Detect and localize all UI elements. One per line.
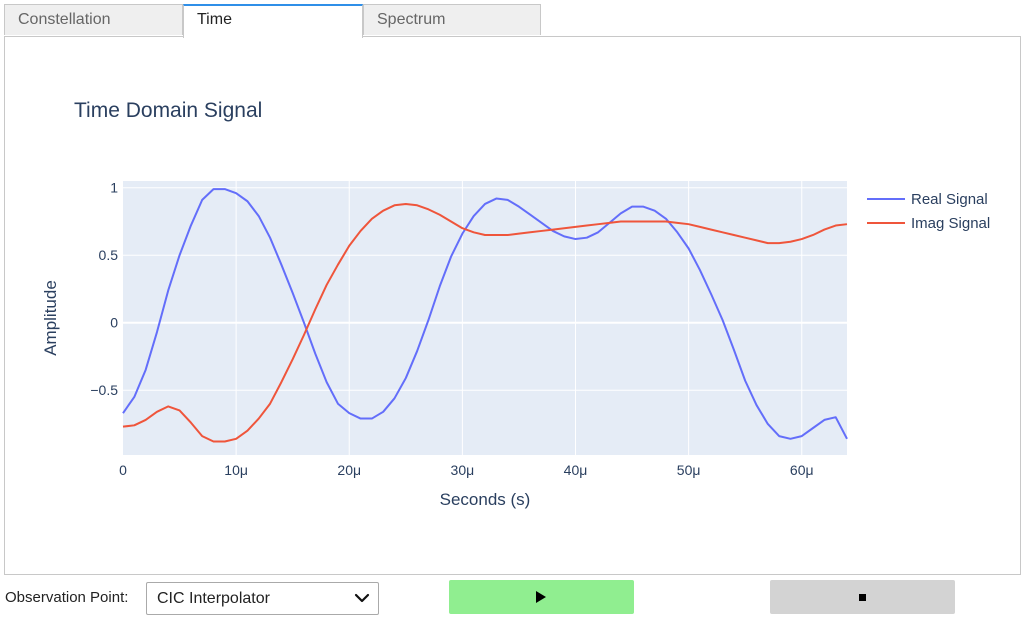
tab-constellation[interactable]: Constellation [4, 4, 183, 35]
observation-point-select[interactable]: CIC Interpolator [146, 582, 379, 615]
x-tick-label: 60μ [790, 462, 814, 478]
x-axis-title: Seconds (s) [440, 490, 531, 509]
x-tick-label: 20μ [337, 462, 361, 478]
y-axis-title: Amplitude [41, 280, 60, 356]
x-tick-label: 30μ [451, 462, 475, 478]
y-tick-label: 0 [110, 315, 118, 331]
legend-item[interactable]: Imag Signal [867, 215, 990, 232]
plot-panel: Time Domain Signal 0 10μ 20μ 30μ 40μ 50μ 60μ 1… [4, 36, 1021, 575]
legend: Real Signal Imag Signal [867, 191, 990, 232]
x-tick-labels: 0 10μ 20μ 30μ 40μ 50μ 60μ [119, 462, 813, 478]
y-tick-label: −0.5 [90, 382, 118, 398]
y-tick-label: 0.5 [99, 247, 119, 263]
time-domain-chart: Time Domain Signal 0 10μ 20μ 30μ 40μ 50μ 60μ 1… [41, 99, 990, 509]
x-tick-label: 10μ [224, 462, 248, 478]
imag-signal-line [122, 202, 848, 443]
stop-button[interactable] [770, 580, 955, 614]
tab-bar: Constellation Time Spectrum [4, 4, 1022, 38]
legend-item[interactable]: Real Signal [867, 191, 988, 208]
x-tick-label: 0 [119, 462, 127, 478]
control-bar: Observation Point: CIC Interpolator [0, 580, 1026, 616]
real-signal-line [122, 188, 848, 440]
legend-label: Imag Signal [911, 215, 990, 232]
y-tick-labels: 1 0.5 0 −0.5 [90, 180, 118, 398]
y-tick-label: 1 [110, 180, 118, 196]
play-button[interactable] [449, 580, 634, 614]
series-layer [122, 188, 848, 443]
observation-point-label: Observation Point: [5, 589, 129, 606]
legend-label: Real Signal [911, 191, 988, 208]
plot-area [123, 181, 847, 455]
play-icon [536, 591, 546, 603]
x-tick-label: 50μ [677, 462, 701, 478]
tab-time[interactable]: Time [183, 4, 363, 38]
chevron-down-icon [354, 593, 370, 603]
stop-icon [859, 594, 866, 601]
y-gridlines [123, 187, 847, 391]
chart-title: Time Domain Signal [74, 99, 262, 122]
tab-spectrum[interactable]: Spectrum [363, 4, 541, 35]
x-tick-label: 40μ [564, 462, 588, 478]
observation-point-value: CIC Interpolator [157, 590, 270, 607]
